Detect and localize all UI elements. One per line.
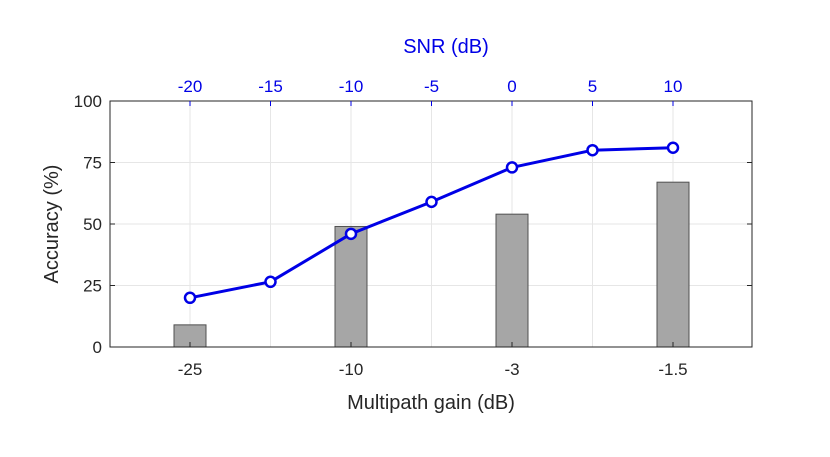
y-tick-label-4: 100 xyxy=(74,92,102,111)
line-point-0 xyxy=(183,291,197,305)
line-point-2 xyxy=(344,227,358,241)
x-tick-label-1: -10 xyxy=(339,360,364,379)
line-point-5 xyxy=(586,143,599,157)
bar-3 xyxy=(656,181,690,348)
y-tick-label-3: 75 xyxy=(83,154,102,173)
grid xyxy=(110,100,752,348)
bar-2 xyxy=(495,213,529,348)
y-tick-label-1: 25 xyxy=(83,277,102,296)
line-point-3 xyxy=(425,195,438,209)
bars xyxy=(173,181,690,348)
line-point-6 xyxy=(666,141,680,154)
top-tick-label-6: 10 xyxy=(664,77,683,96)
top-tick-label-3: -5 xyxy=(424,77,439,96)
top-tick-label-5: 5 xyxy=(588,77,597,96)
top-x-axis-label: SNR (dB) xyxy=(403,36,489,58)
top-tick-label-0: -20 xyxy=(178,77,203,96)
line-point-4 xyxy=(505,161,519,174)
x-tick-label-3: -1.5 xyxy=(658,360,687,379)
bar-1 xyxy=(334,225,368,348)
x-axis-label: Multipath gain (dB) xyxy=(347,392,515,414)
ticks: 0 25 50 75 100 -25 -10 -3 -1.5 -20 -15 -10 -5 0 5 10 xyxy=(74,77,752,379)
x-tick-label-0: -25 xyxy=(178,360,203,379)
series-line xyxy=(183,141,680,305)
top-tick-label-1: -15 xyxy=(258,77,283,96)
y-axis-label: Accuracy (%) xyxy=(41,165,63,284)
top-tick-label-2: -10 xyxy=(339,77,364,96)
line-point-1 xyxy=(264,275,277,289)
y-tick-label-0: 0 xyxy=(93,338,102,357)
y-tick-label-2: 50 xyxy=(83,215,102,234)
x-tick-label-2: -3 xyxy=(504,360,519,379)
top-tick-label-4: 0 xyxy=(507,77,516,96)
